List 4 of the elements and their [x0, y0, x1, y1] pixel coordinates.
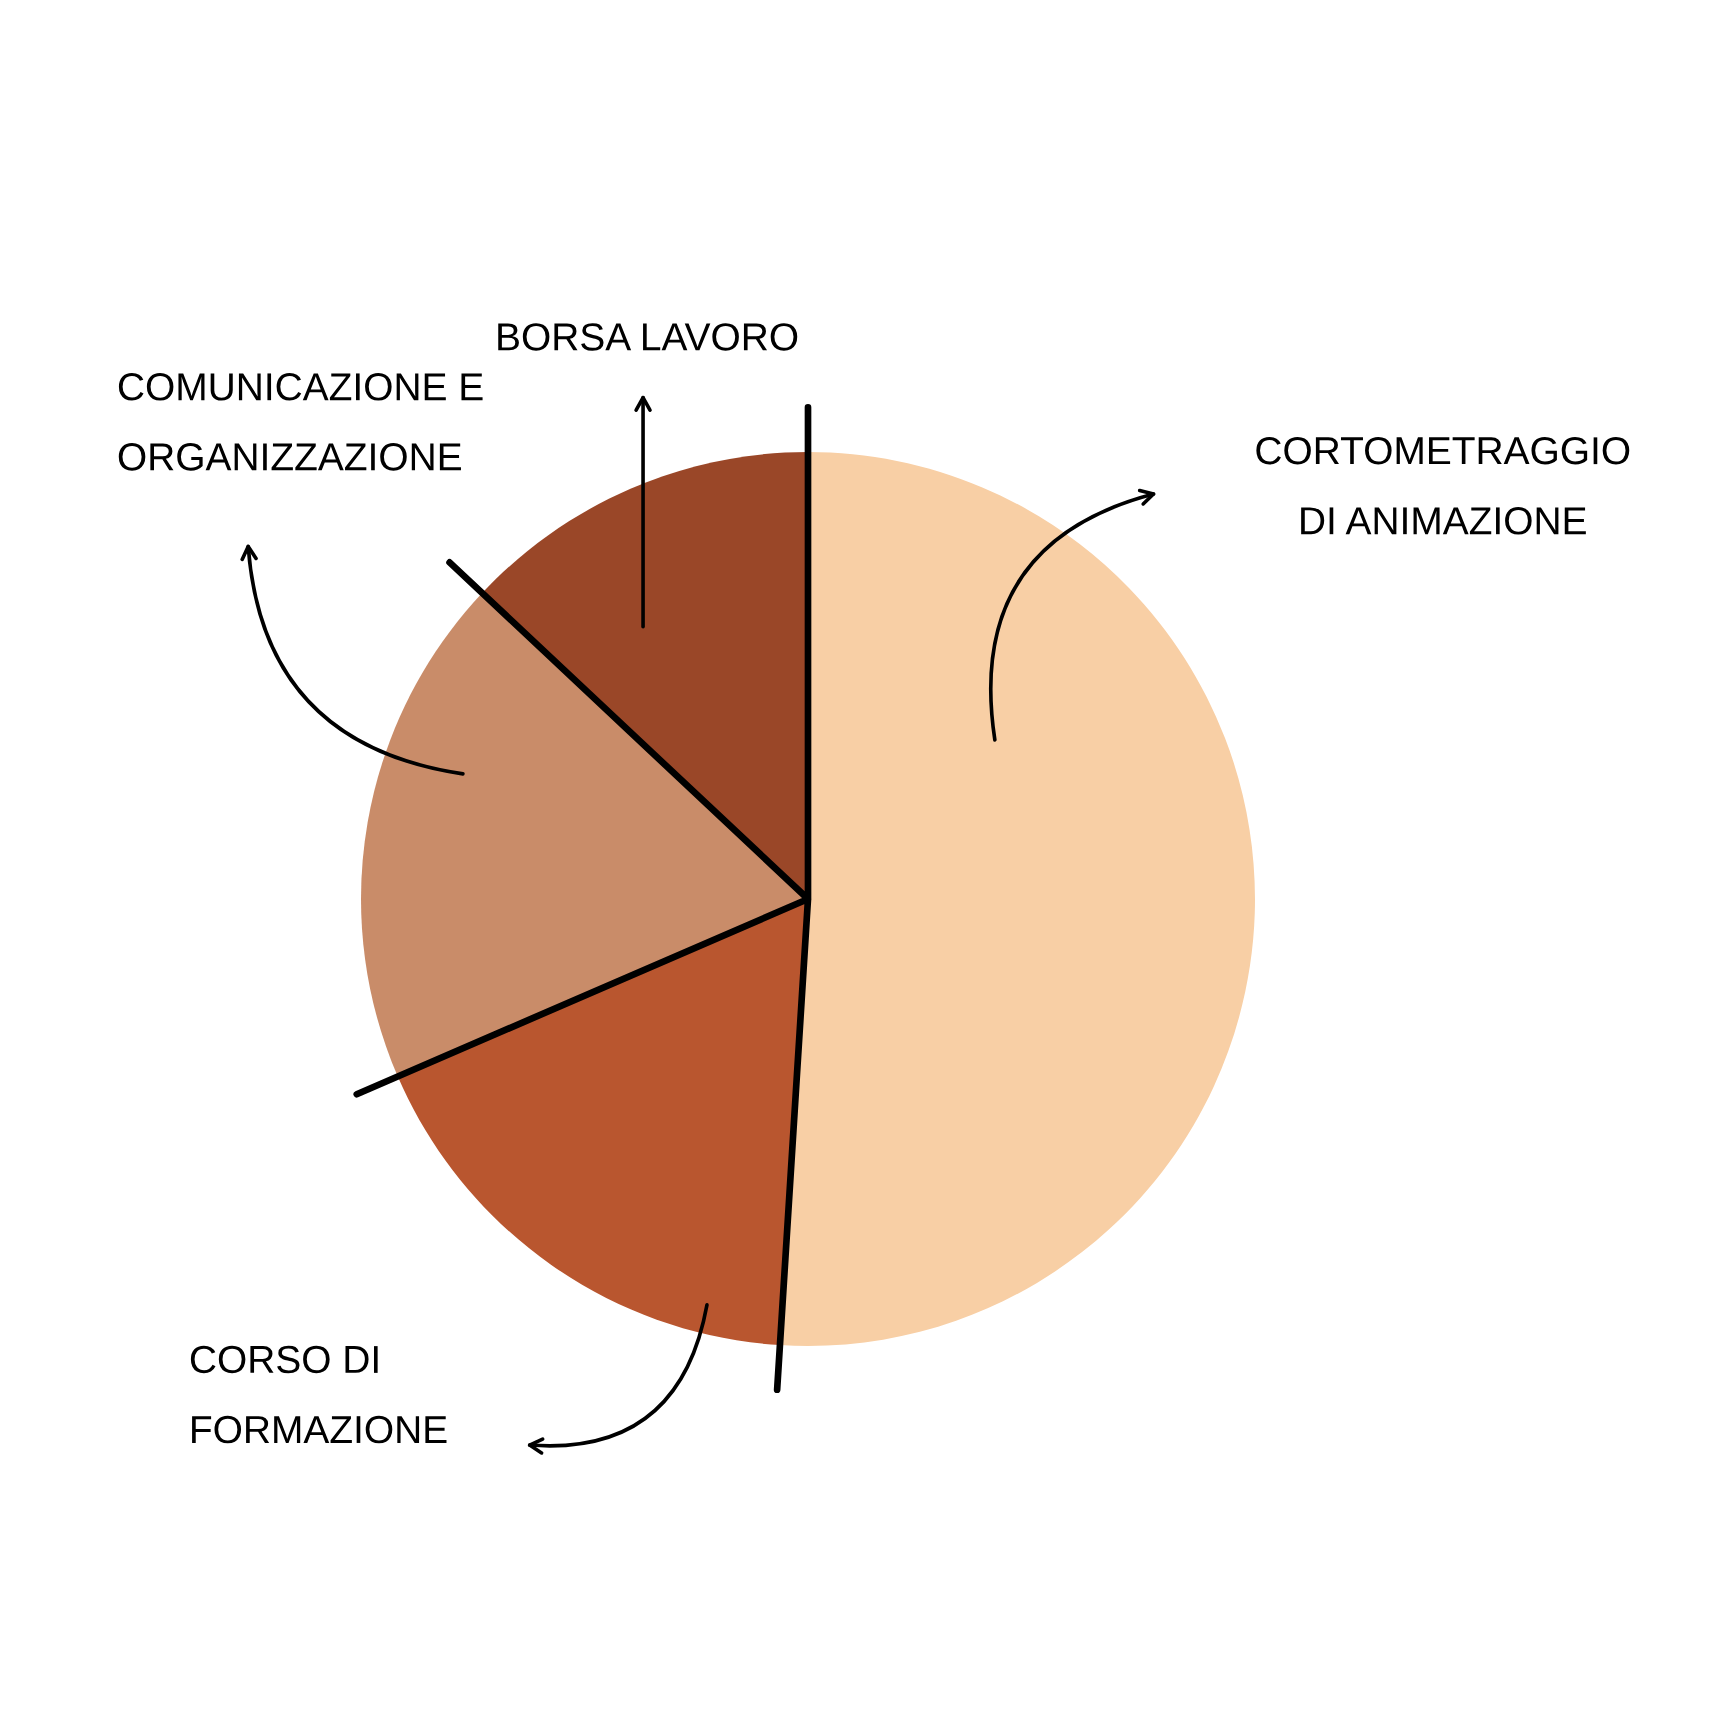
slice-label: BORSA LAVORO: [498, 323, 798, 351]
slice-label: COMUNICAZIONE E ORGANIZZAZIONE: [118, 373, 483, 471]
slice-label: CORSO DI FORMAZIONE: [190, 1345, 447, 1444]
slice-label: CORTOMETRAGGIO DI ANIMAZIONE: [1256, 436, 1630, 535]
